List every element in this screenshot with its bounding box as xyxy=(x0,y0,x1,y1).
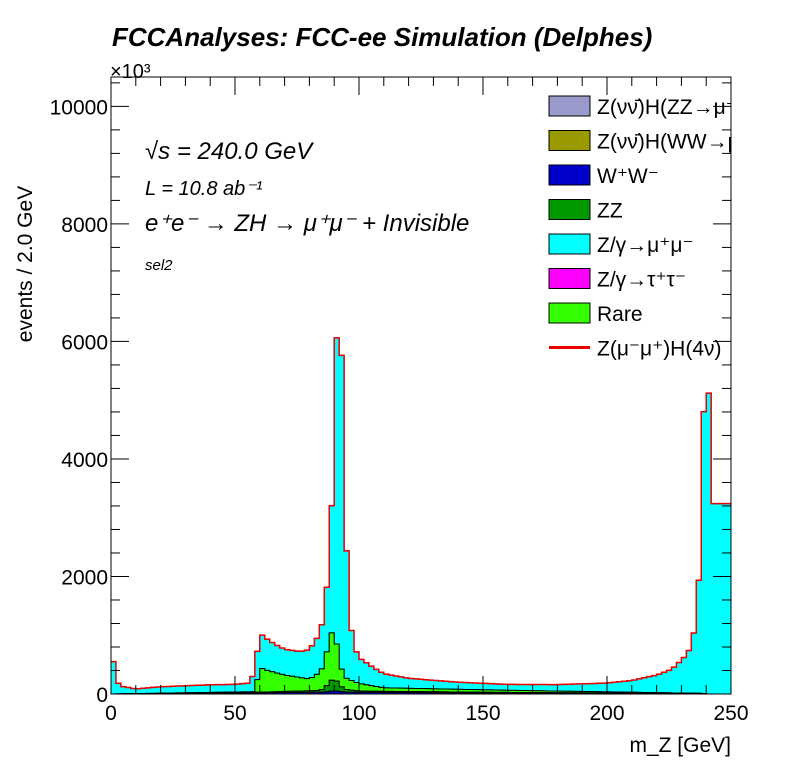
x-tick-label: 0 xyxy=(105,702,117,725)
legend-swatch xyxy=(548,233,591,255)
y-axis-label: events / 2.0 GeV xyxy=(14,186,37,342)
axes: 0 50 100 150 200 250 0 2000 4000 6000 8000 10000 xyxy=(50,77,749,725)
lumi-label: L = 10.8 ab⁻¹ xyxy=(145,178,263,200)
legend-swatch xyxy=(548,164,591,186)
legend-label: Z/γ→τ⁺τ⁻ xyxy=(597,269,686,292)
legend-label: Z/γ→μ⁺μ⁻ xyxy=(597,234,694,257)
y-tick-label: 2000 xyxy=(61,566,108,589)
legend-swatch xyxy=(548,95,591,117)
plot-area xyxy=(110,337,732,695)
y-multiplier: ×10³ xyxy=(110,61,151,83)
chart-title: FCCAnalyses: FCC-ee Simulation (Delphes) xyxy=(112,22,652,52)
legend-swatch xyxy=(548,130,591,151)
legend-swatch xyxy=(548,199,591,220)
legend-label: W⁺W⁻ xyxy=(597,165,659,188)
x-tick-label: 50 xyxy=(223,702,246,725)
y-tick-label: 0 xyxy=(96,684,108,707)
legend-label: Rare xyxy=(597,303,643,326)
series-z-3 xyxy=(110,337,732,695)
legend-label: Z(μ⁻μ⁺)H(4ν) xyxy=(597,338,722,361)
x-tick-label: 100 xyxy=(341,702,376,725)
legend: Z(νν̄)H(ZZ→μ⁺μ⁻ν⁺ Z(νν̄)H(WW→μ⁺νμ W⁺W⁻ ZZ Z/… xyxy=(548,95,782,361)
legend-swatch xyxy=(548,268,591,289)
signal-line xyxy=(111,337,731,690)
legend-label: Z(νν̄)H(ZZ→μ⁺μ⁻ν⁺ xyxy=(597,96,782,119)
selection-label: sel2 xyxy=(145,257,173,274)
legend-label: ZZ xyxy=(597,200,623,223)
x-tick-label: 200 xyxy=(589,702,624,725)
legend-swatch xyxy=(548,302,591,324)
y-tick-label: 8000 xyxy=(61,214,108,237)
energy-label: √s = 240.0 GeV xyxy=(145,138,314,165)
x-axis-label: m_Z [GeV] xyxy=(629,734,731,757)
y-tick-label: 4000 xyxy=(61,449,108,472)
plot-frame xyxy=(110,76,732,695)
y-tick-label: 10000 xyxy=(50,96,108,119)
process-label: e⁺e⁻ → ZH → μ⁺μ⁻ + Invisible xyxy=(145,210,469,237)
y-tick-label: 6000 xyxy=(61,331,108,354)
x-tick-label: 250 xyxy=(713,702,748,725)
x-tick-label: 150 xyxy=(465,702,500,725)
legend-label: Z(νν̄)H(WW→μ⁺νμ xyxy=(597,131,773,154)
